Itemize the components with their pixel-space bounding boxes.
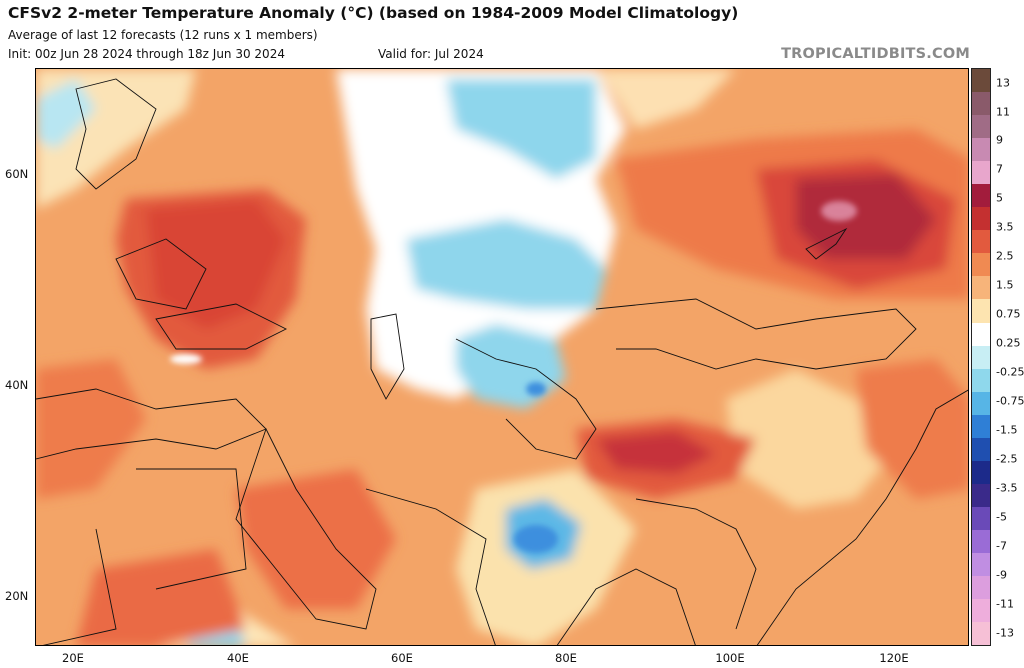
colorbar-swatch (972, 69, 990, 93)
colorbar-label: -1.5 (996, 423, 1018, 437)
colorbar-swatch (972, 161, 990, 185)
init-range: Init: 00z Jun 28 2024 through 18z Jun 30… (8, 47, 285, 61)
colorbar-swatch (972, 599, 990, 623)
colorbar-label: 5 (996, 191, 1003, 205)
colorbar-swatch (972, 138, 990, 162)
colorbar-swatch (972, 184, 990, 208)
very-hot-baikal-region (796, 174, 936, 259)
map-title: CFSv2 2-meter Temperature Anomaly (°C) (… (8, 4, 739, 22)
colorbar-label: -3.5 (996, 481, 1018, 495)
colorbar-label: -0.75 (996, 394, 1024, 408)
colorbar-swatch (972, 207, 990, 231)
colorbar-label: -0.25 (996, 365, 1024, 379)
cool-west-siberia-region (446, 79, 596, 179)
colorbar-label: 1.5 (996, 278, 1014, 292)
neutral-accent-caucasus (170, 354, 202, 364)
cool-north-atlantic-region (36, 79, 96, 149)
china-india-border (635, 498, 757, 630)
colorbar-swatch (972, 622, 990, 646)
colorbar-swatch (972, 552, 990, 577)
anomaly-accents (170, 201, 857, 553)
lon-label-80e: 80E (555, 651, 577, 665)
anomaly-map-canvas (36, 69, 968, 645)
central-asia-border (455, 338, 597, 460)
peak-anomaly-accent (821, 201, 857, 221)
lat-label-40n: 40N (5, 378, 29, 392)
lat-label-60n: 60N (5, 167, 29, 181)
cool-accent-india (514, 525, 558, 553)
colorbar-swatch (972, 322, 990, 346)
mongolia-border (595, 298, 917, 370)
lat-label-20n: 20N (5, 589, 29, 603)
colorbar-label: -11 (996, 597, 1014, 611)
baltic-coast (115, 238, 207, 310)
colorbar-label: 3.5 (996, 220, 1014, 234)
colorbar-label: -5 (996, 510, 1007, 524)
anomaly-shading (36, 69, 968, 645)
north-africa-border (42, 528, 117, 645)
warm-northeast-china-region (856, 359, 968, 499)
colorbar-label: 2.5 (996, 249, 1014, 263)
lon-label-20e: 20E (62, 651, 84, 665)
anomaly-map (35, 68, 969, 646)
colorbar-swatch (972, 276, 990, 300)
colorbar-swatch (972, 115, 990, 139)
colorbar-swatch (972, 299, 990, 323)
valid-period: Valid for: Jul 2024 (378, 47, 484, 61)
lon-label-60e: 60E (391, 651, 413, 665)
caspian-sea-coast (370, 313, 405, 400)
lon-label-120e: 120E (879, 651, 909, 665)
hot-eastern-europe-core (146, 199, 286, 329)
colorbar-label: 13 (996, 76, 1010, 90)
colorbar-label: 9 (996, 133, 1003, 147)
coastlines (36, 78, 968, 645)
bay-of-bengal-coast (556, 568, 696, 645)
colorbar-swatch (972, 576, 990, 600)
colorbar-swatch (972, 460, 990, 484)
cool-kazakhstan-region (406, 219, 606, 309)
cool-accent-pamir (526, 382, 546, 396)
colorbar-swatch (972, 529, 990, 553)
forecast-description: Average of last 12 forecasts (12 runs x … (8, 28, 318, 42)
colorbar-swatch (972, 368, 990, 392)
black-sea-coast (155, 303, 288, 350)
pale-arctic-east-region (596, 69, 736, 129)
colorbar-swatch (972, 414, 990, 438)
colorbar-swatch (972, 506, 990, 530)
china-coast (756, 389, 968, 645)
scandinavia-coast (75, 78, 157, 190)
lake-baikal-outline (805, 227, 848, 260)
colorbar-swatch (972, 391, 990, 415)
colorbar-label: 0.25 (996, 336, 1021, 350)
colorbar-swatch (972, 345, 990, 369)
hot-tibet-core (596, 431, 716, 474)
warm-arabia-region (236, 469, 396, 609)
colorbar-swatch (972, 92, 990, 116)
colorbar-label: -2.5 (996, 452, 1018, 466)
pale-china-region (726, 369, 896, 509)
colorbar-label: 11 (996, 105, 1010, 119)
colorbar-swatch (972, 437, 990, 461)
lon-label-100e: 100E (715, 651, 745, 665)
site-watermark[interactable]: TROPICALTIDBITS.COM (781, 46, 970, 62)
colorbar-swatch (972, 253, 990, 277)
egypt-border (136, 468, 247, 590)
colorbar-swatch (972, 483, 990, 507)
arabia-coast (235, 427, 377, 630)
colorbar-label: 0.75 (996, 307, 1021, 321)
colorbar-swatch (972, 230, 990, 254)
colorbar-label: 7 (996, 162, 1003, 176)
lon-label-40e: 40E (227, 651, 249, 665)
pakistan-india-coast (365, 488, 496, 645)
colorbar (971, 68, 991, 646)
warm-sahara-region (76, 549, 246, 645)
colorbar-label: -9 (996, 568, 1007, 582)
colorbar-label: -7 (996, 539, 1007, 553)
colorbar-label: -13 (996, 626, 1014, 640)
